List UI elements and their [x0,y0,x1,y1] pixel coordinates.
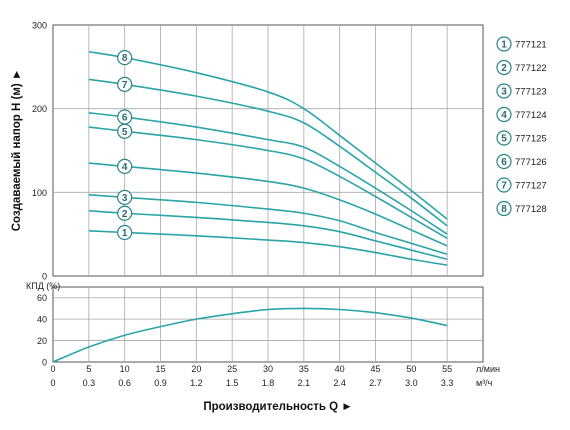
legend-entry-label: 777124 [515,110,547,121]
flow-tick-label-m3h: 1.2 [190,378,203,388]
curve-marker-number: 8 [122,53,128,64]
grid-layer [52,24,484,363]
label-layer: Создаваемый напор Н (м) ► КПД (%) л/мин … [11,21,500,414]
legend-marker-circle [496,106,512,123]
efficiency-curve [52,307,448,363]
flow-tick-label-m3h: 3.3 [441,378,454,388]
legend-marker-number: 1 [501,40,507,51]
legend-marker-number: 5 [501,134,507,145]
curve-marker-circle [117,189,133,205]
curve-marker-number: 7 [122,80,128,91]
legend-marker-circle [496,177,512,193]
efficiency-axis-title: КПД (%) [26,281,60,291]
marker-layer: 1 2 3 4 5 6 7 8 [117,50,133,241]
efficiency-tick-label: 60 [37,293,47,303]
flow-tick-label-m3h: 2.4 [333,378,346,388]
legend-marker-circle [496,153,512,170]
legend-marker-circle [496,59,512,76]
efficiency-tick-label: 20 [37,336,47,346]
curve-marker-circle [117,109,133,125]
flow-tick-label-m3h: 2.1 [298,378,311,388]
curve-marker-number: 2 [122,209,128,220]
flow-tick-label-m3h: 0.3 [83,378,96,388]
flow-tick-label-m3h: 0.9 [154,378,167,388]
legend-entry-label: 777126 [515,157,547,168]
head-curve-777127 [88,78,448,227]
curve-marker-circle [117,76,133,93]
legend-entry-label: 777125 [515,134,547,145]
flow-tick-label-m3h: 0 [50,378,55,388]
head-curve-777123 [88,194,448,256]
legend-entry-label: 777122 [515,63,547,74]
curve-marker-circle [117,224,133,241]
curve-marker-number: 5 [122,127,128,138]
head-curve-777125 [88,126,448,240]
flow-tick-label-lpm: 35 [299,364,309,374]
curve-marker-number: 4 [122,162,128,173]
curve-layer [52,50,448,363]
head-tick-label: 100 [32,188,47,198]
curve-marker-number: 1 [122,228,128,239]
flow-tick-label-m3h: 1.8 [262,378,275,388]
curve-marker-circle [117,158,133,174]
flow-tick-label-lpm: 10 [120,364,130,374]
flow-tick-label-lpm: 25 [227,364,237,374]
flow-tick-label-lpm: 30 [263,364,273,374]
flow-tick-label-lpm: 40 [335,364,345,374]
legend-marker-number: 3 [501,87,507,98]
flow-tick-label-m3h: 0.6 [118,378,131,388]
flow-tick-label-m3h: 3.0 [405,378,418,388]
flow-tick-label-lpm: 50 [406,364,416,374]
flow-tick-label-m3h: 1.5 [226,378,239,388]
head-curve-777121 [88,230,448,266]
legend-marker-number: 7 [501,181,507,192]
legend-marker-circle [496,200,512,217]
flow-tick-label-lpm: 55 [442,364,452,374]
efficiency-tick-label: 0 [42,358,47,368]
legend-entry-label: 777128 [515,204,547,215]
legend-marker-circle [496,36,512,52]
head-tick-label: 0 [42,272,47,282]
legend-marker-number: 8 [501,204,507,215]
head-tick-label: 200 [32,104,47,114]
head-curve-777128 [88,50,448,220]
flow-axis-title: Производительность Q ► [203,401,352,413]
legend-entry-label: 777121 [515,40,547,51]
curve-marker-circle [117,50,133,66]
flow-tick-label-lpm: 15 [155,364,165,374]
legend-marker-number: 4 [501,110,507,121]
flow-tick-label-lpm: 5 [86,364,91,374]
legend-marker-circle [496,130,512,146]
legend-entry-label: 777127 [515,181,547,192]
legend-marker-number: 6 [501,157,507,168]
legend: 1 777121 2 777122 3 777123 4 777124 5 777125 6 7771… [496,36,547,217]
head-curve-777126 [88,112,448,235]
head-axis-title: Создаваемый напор Н (м) ► [11,69,23,232]
flow-tick-label-m3h: 2.7 [369,378,382,388]
flow-tick-label-lpm: 20 [191,364,201,374]
legend-marker-circle [496,83,512,99]
curve-marker-number: 6 [122,113,128,124]
curve-marker-circle [117,205,133,221]
flow-unit-m3h: м³/ч [476,378,493,388]
flow-unit-lpm: л/мин [476,364,500,374]
curve-marker-number: 3 [122,193,128,204]
legend-entry-label: 777123 [515,87,547,98]
flow-tick-label-lpm: 0 [50,364,55,374]
head-curve-777124 [88,162,448,247]
head-curve-777122 [88,209,448,261]
flow-tick-label-lpm: 45 [370,364,380,374]
head-tick-label: 300 [32,21,47,31]
legend-marker-number: 2 [501,63,507,74]
efficiency-tick-label: 40 [37,315,47,325]
